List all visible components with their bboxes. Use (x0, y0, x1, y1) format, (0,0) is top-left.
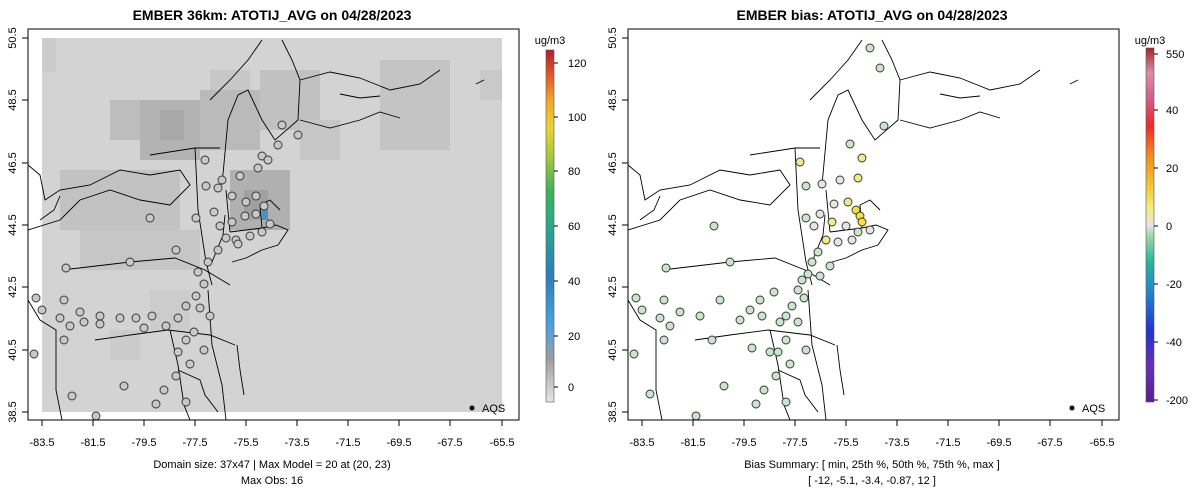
colorbar-tick: 550 (1166, 49, 1184, 61)
x-tick-label: -73.5 (884, 437, 909, 449)
left-colorbar: ug/m3 0 20 40 60 80 100 120 (535, 35, 587, 402)
x-tick-label: -83.5 (629, 437, 654, 449)
colorbar-ramp (546, 50, 554, 402)
right-caption-line-2: [ -12, -5.1, -3.4, -0.87, 12 ] (808, 475, 936, 487)
right-colorbar: ug/m3 550 40 20 0 -20 -40 -200 (1135, 35, 1188, 407)
colorbar-tick: -20 (1166, 279, 1182, 291)
x-tick-label: -69.5 (986, 437, 1011, 449)
y-tick-label: 48.5 (7, 89, 19, 110)
colorbar-tick: 0 (568, 382, 574, 394)
right-x-axis: -83.5 -81.5 -79.5 -77.5 -75.5 -73.5 -71.… (629, 420, 1114, 449)
right-title: EMBER bias: ATOTIJ_AVG on 04/28/2023 (736, 7, 1007, 23)
x-tick-label: -73.5 (284, 437, 309, 449)
aqs-legend-marker (1070, 406, 1075, 411)
colorbar-tick: 0 (1166, 221, 1172, 233)
x-tick-label: -79.5 (131, 437, 156, 449)
colorbar-tick: 120 (568, 58, 586, 70)
colorbar-title: ug/m3 (535, 35, 566, 47)
figure: EMBER 36km: ATOTIJ_AVG on 04/28/2023 (0, 0, 1200, 502)
x-tick-label: -79.5 (731, 437, 756, 449)
left-map-area (28, 38, 502, 420)
aqs-legend-label: AQS (482, 403, 505, 415)
colorbar-title: ug/m3 (1135, 35, 1166, 47)
x-tick-label: -65.5 (1089, 437, 1114, 449)
right-map-area (628, 40, 1078, 420)
left-title: EMBER 36km: ATOTIJ_AVG on 04/28/2023 (133, 7, 412, 23)
right-plot-frame (628, 29, 1119, 420)
aqs-legend-label: AQS (1082, 403, 1105, 415)
left-y-axis: 38.5 40.5 42.5 44.5 46.5 48.5 50.5 (7, 27, 28, 422)
y-tick-label: 44.5 (7, 214, 19, 235)
colorbar-tick: 80 (568, 166, 580, 178)
y-tick-label: 46.5 (607, 152, 619, 173)
colorbar-tick: -40 (1166, 337, 1182, 349)
left-caption-line-1: Domain size: 37x47 | Max Model = 20 at (… (153, 459, 390, 471)
y-tick-label: 44.5 (607, 214, 619, 235)
x-tick-label: -67.5 (1037, 437, 1062, 449)
left-panel: EMBER 36km: ATOTIJ_AVG on 04/28/2023 (7, 7, 586, 487)
y-tick-label: 38.5 (607, 401, 619, 422)
left-x-axis: -83.5 -81.5 -79.5 -77.5 -75.5 -73.5 -71.… (29, 420, 514, 449)
colorbar-tick: 100 (568, 112, 586, 124)
colorbar-tick: -200 (1166, 395, 1188, 407)
colorbar-tick: 20 (568, 331, 580, 343)
y-tick-label: 50.5 (607, 27, 619, 48)
x-tick-label: -77.5 (182, 437, 207, 449)
x-tick-label: -65.5 (489, 437, 514, 449)
y-tick-label: 40.5 (607, 339, 619, 360)
y-tick-label: 42.5 (7, 276, 19, 297)
aqs-sites-right (630, 44, 888, 420)
colorbar-tick: 60 (568, 221, 580, 233)
y-tick-label: 50.5 (7, 27, 19, 48)
aqs-legend-marker (470, 406, 475, 411)
x-tick-label: -75.5 (833, 437, 858, 449)
x-tick-label: -77.5 (782, 437, 807, 449)
x-tick-label: -83.5 (29, 437, 54, 449)
y-tick-label: 42.5 (607, 276, 619, 297)
colorbar-tick: 40 (1166, 105, 1178, 117)
x-tick-label: -81.5 (680, 437, 705, 449)
x-tick-label: -71.5 (935, 437, 960, 449)
x-tick-label: -71.5 (335, 437, 360, 449)
right-panel: EMBER bias: ATOTIJ_AVG on 04/28/2023 (607, 7, 1188, 487)
left-caption-line-2: Max Obs: 16 (241, 475, 303, 487)
y-tick-label: 48.5 (607, 89, 619, 110)
right-legend: AQS (1070, 403, 1106, 415)
right-y-axis: 38.5 40.5 42.5 44.5 46.5 48.5 50.5 (607, 27, 628, 422)
colorbar-ramp (1146, 48, 1154, 402)
x-tick-label: -67.5 (437, 437, 462, 449)
x-tick-label: -75.5 (233, 437, 258, 449)
right-map-lines (628, 40, 1078, 420)
x-tick-label: -69.5 (386, 437, 411, 449)
colorbar-tick: 40 (568, 276, 580, 288)
y-tick-label: 46.5 (7, 152, 19, 173)
y-tick-label: 40.5 (7, 339, 19, 360)
x-tick-label: -81.5 (80, 437, 105, 449)
right-caption-line-1: Bias Summary: [ min, 25th %, 50th %, 75t… (744, 459, 1000, 471)
colorbar-tick: 20 (1166, 163, 1178, 175)
y-tick-label: 38.5 (7, 401, 19, 422)
